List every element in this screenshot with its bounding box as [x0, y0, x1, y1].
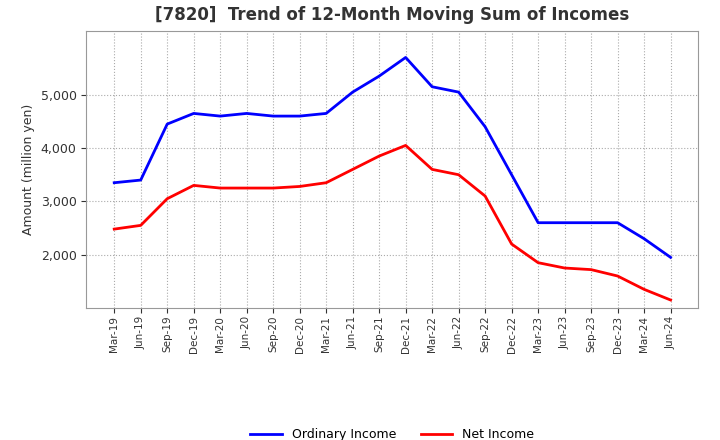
Ordinary Income: [428, 84, 436, 89]
Ordinary Income: [454, 89, 463, 95]
Ordinary Income: [322, 111, 330, 116]
Net Income: [216, 185, 225, 191]
Net Income: [428, 167, 436, 172]
Net Income: [189, 183, 198, 188]
Ordinary Income: [534, 220, 542, 225]
Net Income: [666, 297, 675, 303]
Line: Ordinary Income: Ordinary Income: [114, 58, 670, 257]
Net Income: [295, 184, 304, 189]
Ordinary Income: [587, 220, 595, 225]
Ordinary Income: [640, 236, 649, 241]
Ordinary Income: [348, 89, 357, 95]
Net Income: [401, 143, 410, 148]
Ordinary Income: [163, 121, 171, 127]
Net Income: [348, 167, 357, 172]
Net Income: [640, 287, 649, 292]
Ordinary Income: [508, 172, 516, 177]
Net Income: [560, 265, 569, 271]
Ordinary Income: [136, 177, 145, 183]
Ordinary Income: [216, 114, 225, 119]
Ordinary Income: [243, 111, 251, 116]
Net Income: [508, 242, 516, 247]
Net Income: [136, 223, 145, 228]
Net Income: [481, 194, 490, 199]
Net Income: [375, 154, 384, 159]
Net Income: [243, 185, 251, 191]
Y-axis label: Amount (million yen): Amount (million yen): [22, 104, 35, 235]
Ordinary Income: [560, 220, 569, 225]
Net Income: [322, 180, 330, 185]
Ordinary Income: [481, 124, 490, 129]
Legend: Ordinary Income, Net Income: Ordinary Income, Net Income: [246, 423, 539, 440]
Net Income: [534, 260, 542, 265]
Net Income: [587, 267, 595, 272]
Ordinary Income: [666, 255, 675, 260]
Ordinary Income: [269, 114, 277, 119]
Net Income: [613, 273, 622, 279]
Net Income: [454, 172, 463, 177]
Ordinary Income: [375, 73, 384, 79]
Ordinary Income: [110, 180, 119, 185]
Ordinary Income: [401, 55, 410, 60]
Net Income: [163, 196, 171, 202]
Net Income: [269, 185, 277, 191]
Ordinary Income: [189, 111, 198, 116]
Net Income: [110, 227, 119, 232]
Ordinary Income: [295, 114, 304, 119]
Title: [7820]  Trend of 12-Month Moving Sum of Incomes: [7820] Trend of 12-Month Moving Sum of I…: [156, 6, 629, 24]
Ordinary Income: [613, 220, 622, 225]
Line: Net Income: Net Income: [114, 145, 670, 300]
